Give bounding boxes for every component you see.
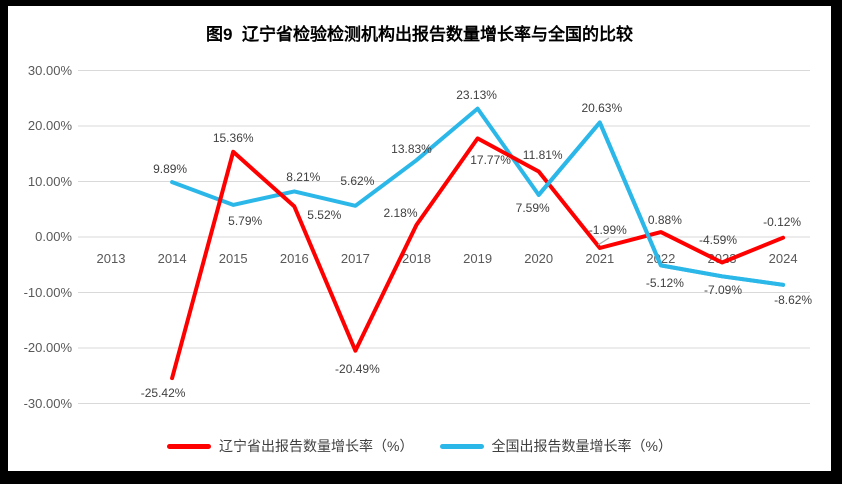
chart-panel xyxy=(8,6,831,471)
legend-item-liaoning: 辽宁省出报告数量增长率（%） xyxy=(167,436,414,456)
chart-title: 图9 辽宁省检验检测机构出报告数量增长率与全国的比较 xyxy=(206,25,633,44)
legend-item-national: 全国出报告数量增长率（%） xyxy=(439,436,672,456)
legend-label-liaoning: 辽宁省出报告数量增长率（%） xyxy=(219,438,414,454)
legend-swatch-liaoning xyxy=(167,443,212,449)
legend: 辽宁省出报告数量增长率（%） 全国出报告数量增长率（%） xyxy=(8,436,831,456)
legend-label-national: 全国出报告数量增长率（%） xyxy=(491,438,672,454)
legend-swatch-national xyxy=(439,443,484,449)
